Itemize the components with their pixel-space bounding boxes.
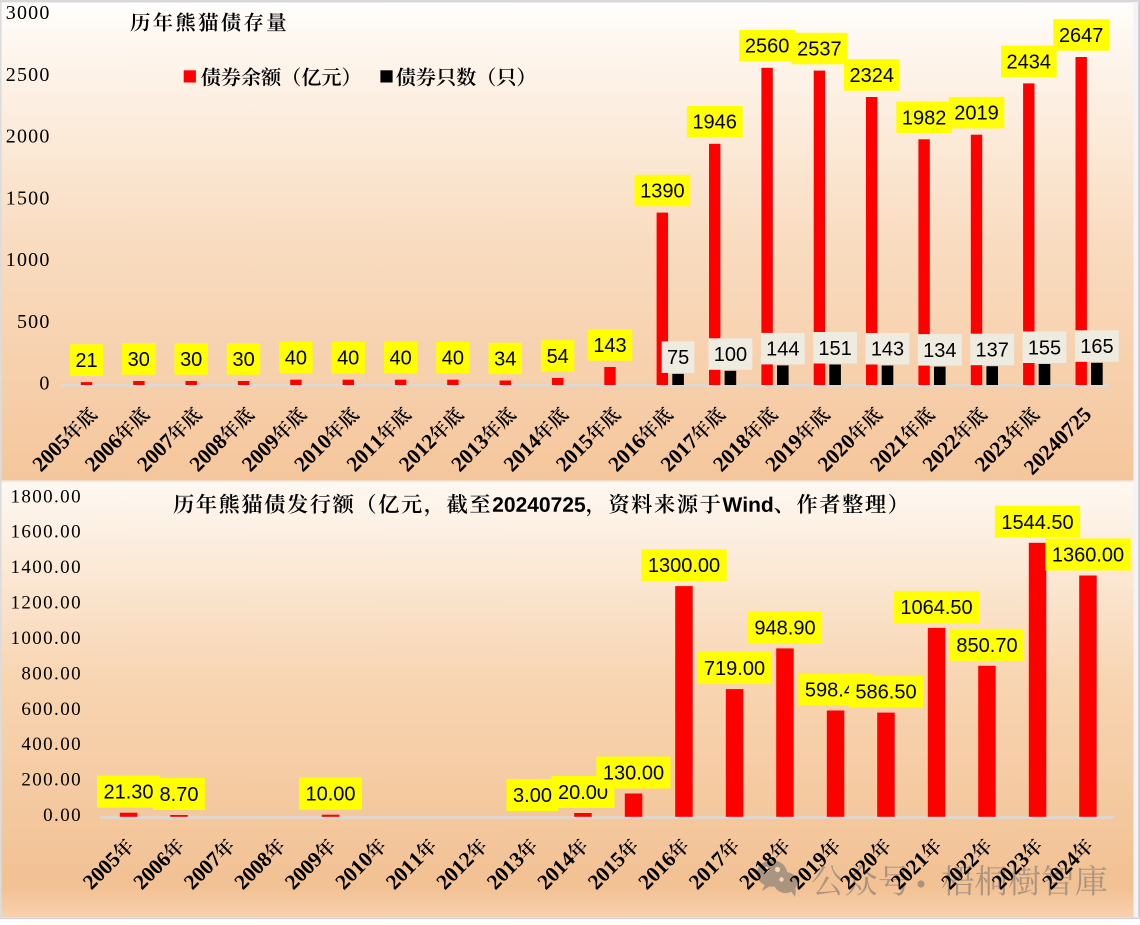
svg-text:1360.00: 1360.00 [1052, 545, 1124, 567]
svg-text:0.00: 0.00 [43, 805, 82, 826]
svg-text:1390: 1390 [640, 181, 685, 203]
svg-text:2324: 2324 [850, 65, 895, 87]
svg-text:151: 151 [818, 338, 851, 360]
svg-text:40: 40 [389, 348, 411, 370]
svg-text:1300.00: 1300.00 [648, 555, 720, 577]
svg-text:3.00: 3.00 [513, 785, 552, 807]
svg-text:75: 75 [667, 347, 689, 369]
svg-text:134: 134 [923, 340, 956, 362]
svg-text:8.70: 8.70 [160, 784, 199, 806]
svg-text:40: 40 [337, 348, 359, 370]
svg-text:1544.50: 1544.50 [1001, 512, 1073, 534]
svg-text:1800.00: 1800.00 [10, 486, 82, 507]
svg-text:400.00: 400.00 [21, 734, 82, 755]
svg-text:2019: 2019 [954, 103, 999, 125]
svg-text:200.00: 200.00 [21, 770, 82, 791]
svg-text:500: 500 [17, 311, 51, 333]
svg-text:1500: 1500 [6, 187, 51, 209]
svg-text:850.70: 850.70 [956, 635, 1017, 657]
svg-text:30: 30 [232, 349, 254, 371]
svg-text:2537: 2537 [797, 39, 842, 61]
svg-text:100: 100 [714, 344, 747, 366]
svg-text:21: 21 [75, 350, 97, 372]
svg-text:1946: 1946 [692, 112, 737, 134]
svg-text:155: 155 [1028, 337, 1061, 359]
svg-text:1064.50: 1064.50 [900, 597, 972, 619]
svg-text:719.00: 719.00 [704, 658, 765, 680]
svg-text:1000.00: 1000.00 [10, 628, 82, 649]
svg-text:30: 30 [180, 349, 202, 371]
svg-text:40: 40 [285, 348, 307, 370]
svg-text:1982: 1982 [902, 107, 947, 129]
svg-text:30: 30 [128, 349, 150, 371]
svg-text:144: 144 [766, 339, 799, 361]
svg-text:1000: 1000 [6, 249, 51, 271]
svg-text:165: 165 [1080, 336, 1113, 358]
svg-text:3000: 3000 [6, 2, 51, 24]
svg-text:0: 0 [39, 373, 50, 395]
svg-text:2647: 2647 [1059, 25, 1104, 47]
svg-text:130.00: 130.00 [603, 763, 664, 785]
svg-text:21.30: 21.30 [103, 782, 153, 804]
svg-text:143: 143 [871, 339, 904, 361]
svg-text:143: 143 [593, 335, 626, 357]
svg-text:34: 34 [494, 348, 516, 370]
svg-text:948.90: 948.90 [754, 617, 815, 639]
svg-text:1600.00: 1600.00 [10, 522, 82, 543]
svg-text:54: 54 [547, 346, 569, 368]
svg-text:2500: 2500 [6, 64, 51, 86]
svg-text:10.00: 10.00 [305, 784, 355, 806]
svg-text:20.00: 20.00 [558, 782, 608, 804]
svg-text:800.00: 800.00 [21, 663, 82, 684]
svg-text:2434: 2434 [1007, 51, 1052, 73]
svg-text:137: 137 [976, 340, 1009, 362]
svg-text:600.00: 600.00 [21, 699, 82, 720]
svg-text:1200.00: 1200.00 [10, 593, 82, 614]
svg-text:2560: 2560 [745, 36, 790, 58]
svg-text:2000: 2000 [6, 126, 51, 148]
svg-text:1400.00: 1400.00 [10, 557, 82, 578]
svg-text:40: 40 [442, 348, 464, 370]
svg-text:586.50: 586.50 [855, 682, 916, 704]
